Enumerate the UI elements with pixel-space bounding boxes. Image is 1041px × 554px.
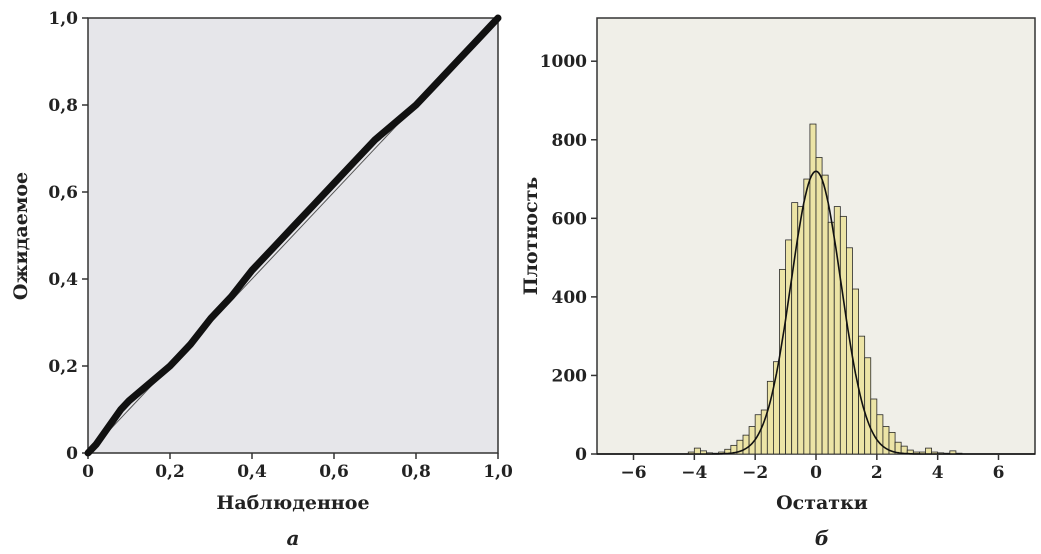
panel-b-xtick-label: −6 [620,463,646,483]
panel-a-letter: а [287,526,300,550]
panel-b-bar [742,434,750,455]
panel-a-y-ticks: 0 0,2 0,4 0,6 0,8 1,0 [48,9,88,464]
panel-b-normal-curve-line [597,170,1035,455]
panel-a-xtick-label: 1,0 [483,462,513,482]
panel-a-x-ticks: 0 0,2 0,4 0,6 0,8 1,0 [82,453,513,482]
panel-a-ytick-label: 0,6 [48,183,78,203]
panel-b-bar [815,157,823,455]
panel-b-histogram: 0 200 400 600 800 1000 −6 −4 −2 0 2 4 6 Остатки Пло… [520,17,1036,550]
panel-b-xtick-label: 0 [810,463,822,483]
panel-b-letter: б [815,526,829,550]
panel-a-pp-plot: 0 0,2 0,4 0,6 0,8 1,0 0 0,2 0,4 0,6 0,8 1,0 Наблюд… [10,9,513,550]
panel-b-y-ticks: 0 200 400 600 800 1000 [540,52,597,465]
panel-a-xtick-label: 0,2 [155,462,185,482]
panel-a-series [84,14,502,457]
panel-b-ytick-label: 400 [552,288,588,308]
panel-a-ytick-label: 0,8 [48,96,78,116]
panel-b-bars [687,123,963,455]
panel-b-ytick-label: 600 [552,209,588,229]
panel-b-bar [785,239,793,455]
panel-b-bar [821,174,829,455]
panel-b-bar [870,398,878,455]
panel-b-bar [803,178,811,455]
panel-b-ytick-label: 0 [575,445,587,465]
panel-b-ylabel: Плотность [520,177,542,296]
panel-a-xtick-label: 0,4 [237,462,267,482]
panel-b-bar [779,268,786,455]
panel-b-xtick-label: 6 [993,463,1005,483]
panel-b-xlabel: Остатки [776,492,868,514]
panel-b-ytick-label: 1000 [540,52,587,72]
panel-a-ylabel: Ожидаемое [10,172,32,300]
panel-b-x-ticks: −6 −4 −2 0 2 4 6 [620,454,1004,483]
panel-b-xtick-label: −4 [681,463,707,483]
panel-a-ytick-label: 0,4 [48,270,78,290]
panel-a-ytick-label: 0,2 [48,357,78,377]
panel-a-xlabel: Наблюденное [216,492,369,514]
panel-b-bar [864,357,872,455]
panel-b-ytick-label: 200 [552,366,588,386]
panel-a-ytick-label: 1,0 [48,9,78,29]
panel-b-bar [827,221,835,455]
panel-a-xtick-label: 0 [82,462,94,482]
panel-a-xtick-label: 0,8 [401,462,431,482]
panel-a-xtick-label: 0,6 [319,462,349,482]
panel-a-observed-line [84,14,502,457]
panel-b-xtick-label: 2 [871,463,883,483]
panel-b-bar [925,447,932,455]
panel-b-bar [797,206,805,455]
panel-b-bar [839,215,847,455]
panel-b-bar [876,414,884,455]
panel-b-normal-curve [597,170,1035,455]
panel-b-bar [693,447,701,455]
panel-b-xtick-label: 4 [932,463,944,483]
panel-a-ytick-label: 0 [66,444,78,464]
panel-b-xtick-label: −2 [742,463,768,483]
panel-b-ytick-label: 800 [552,131,588,151]
